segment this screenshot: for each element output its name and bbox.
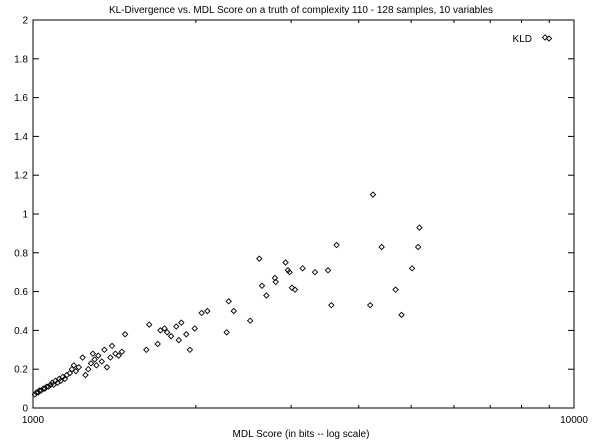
y-tick-label: 2 bbox=[22, 16, 28, 27]
data-point bbox=[93, 362, 100, 369]
y-axis: 0 0.2 0.4 0.6 0.8 1 1.2 1.4 1.6 1.8 2 bbox=[14, 16, 574, 415]
data-point bbox=[108, 342, 116, 350]
data-point bbox=[191, 325, 198, 332]
data-point bbox=[183, 331, 190, 338]
data-point bbox=[178, 319, 185, 326]
data-point bbox=[115, 352, 122, 359]
data-point bbox=[57, 377, 64, 385]
data-point bbox=[414, 243, 422, 251]
data-point bbox=[258, 282, 266, 290]
data-point bbox=[107, 354, 114, 361]
x-axis-label: MDL Score (in bits -- log scale) bbox=[233, 429, 370, 440]
data-point bbox=[333, 241, 340, 249]
data-point bbox=[143, 346, 150, 354]
data-point bbox=[167, 332, 175, 340]
data-point bbox=[161, 325, 168, 332]
data-point bbox=[91, 356, 98, 363]
data-point bbox=[112, 350, 119, 357]
data-point bbox=[175, 336, 183, 344]
data-point bbox=[118, 348, 126, 355]
x-tick-label: 1000 bbox=[22, 415, 45, 426]
data-point bbox=[392, 286, 399, 293]
data-point bbox=[72, 367, 80, 375]
legend-marker-diamond bbox=[545, 35, 553, 42]
data-point bbox=[70, 362, 78, 369]
y-tick-label: 1 bbox=[22, 210, 28, 221]
data-point bbox=[79, 354, 86, 361]
data-point bbox=[186, 346, 194, 354]
y-tick-label: 0 bbox=[22, 404, 28, 415]
data-point bbox=[43, 383, 50, 390]
data-point bbox=[154, 340, 161, 348]
chart-title: KL-Divergence vs. MDL Score on a truth o… bbox=[109, 5, 493, 16]
data-point bbox=[103, 364, 111, 371]
data-point bbox=[416, 224, 423, 231]
data-point bbox=[398, 311, 405, 319]
x-tick-label: 10000 bbox=[560, 415, 588, 426]
data-point bbox=[94, 352, 102, 359]
data-point bbox=[101, 346, 108, 354]
data-point bbox=[121, 331, 129, 338]
y-tick-label: 0.2 bbox=[14, 365, 28, 376]
data-point bbox=[66, 369, 74, 377]
data-point bbox=[75, 364, 82, 371]
data-point bbox=[223, 329, 230, 336]
data-point bbox=[378, 243, 385, 251]
data-point bbox=[324, 267, 332, 274]
data-point bbox=[286, 268, 293, 276]
data-point bbox=[263, 292, 270, 299]
legend-label-kld: KLD bbox=[513, 34, 532, 45]
data-point bbox=[246, 317, 254, 324]
data-point bbox=[256, 255, 263, 262]
data-point bbox=[204, 307, 211, 315]
data-point bbox=[288, 284, 296, 291]
x-axis: 1000 10000 bbox=[22, 20, 588, 426]
data-point bbox=[173, 323, 180, 330]
data-point bbox=[366, 301, 374, 309]
data-point bbox=[272, 278, 279, 286]
y-tick-label: 0.8 bbox=[14, 248, 28, 259]
data-point bbox=[68, 365, 76, 373]
data-point bbox=[163, 329, 171, 336]
data-point bbox=[98, 358, 106, 365]
y-tick-label: 1.2 bbox=[14, 171, 28, 182]
data-point bbox=[328, 301, 335, 309]
y-tick-label: 0.6 bbox=[14, 287, 28, 298]
data-point bbox=[225, 298, 232, 305]
data-point bbox=[87, 360, 95, 367]
data-point bbox=[541, 34, 549, 41]
data-point bbox=[369, 191, 377, 198]
data-point bbox=[230, 307, 237, 315]
legend: KLD bbox=[513, 34, 553, 45]
data-point bbox=[45, 383, 52, 390]
data-point bbox=[299, 265, 306, 272]
y-tick-label: 0.4 bbox=[14, 326, 28, 337]
data-point bbox=[157, 327, 164, 334]
data-point bbox=[282, 259, 289, 266]
data-point bbox=[89, 350, 97, 357]
scatter-points bbox=[31, 34, 549, 398]
y-tick-label: 1.4 bbox=[14, 132, 28, 143]
data-point bbox=[311, 268, 319, 276]
data-point bbox=[145, 321, 153, 328]
y-tick-label: 1.8 bbox=[14, 54, 28, 65]
y-tick-label: 1.6 bbox=[14, 93, 28, 104]
data-point bbox=[291, 286, 299, 293]
data-point bbox=[198, 309, 205, 317]
data-point bbox=[61, 375, 69, 383]
data-point bbox=[82, 371, 89, 379]
data-point bbox=[84, 365, 92, 373]
data-point bbox=[408, 265, 416, 272]
